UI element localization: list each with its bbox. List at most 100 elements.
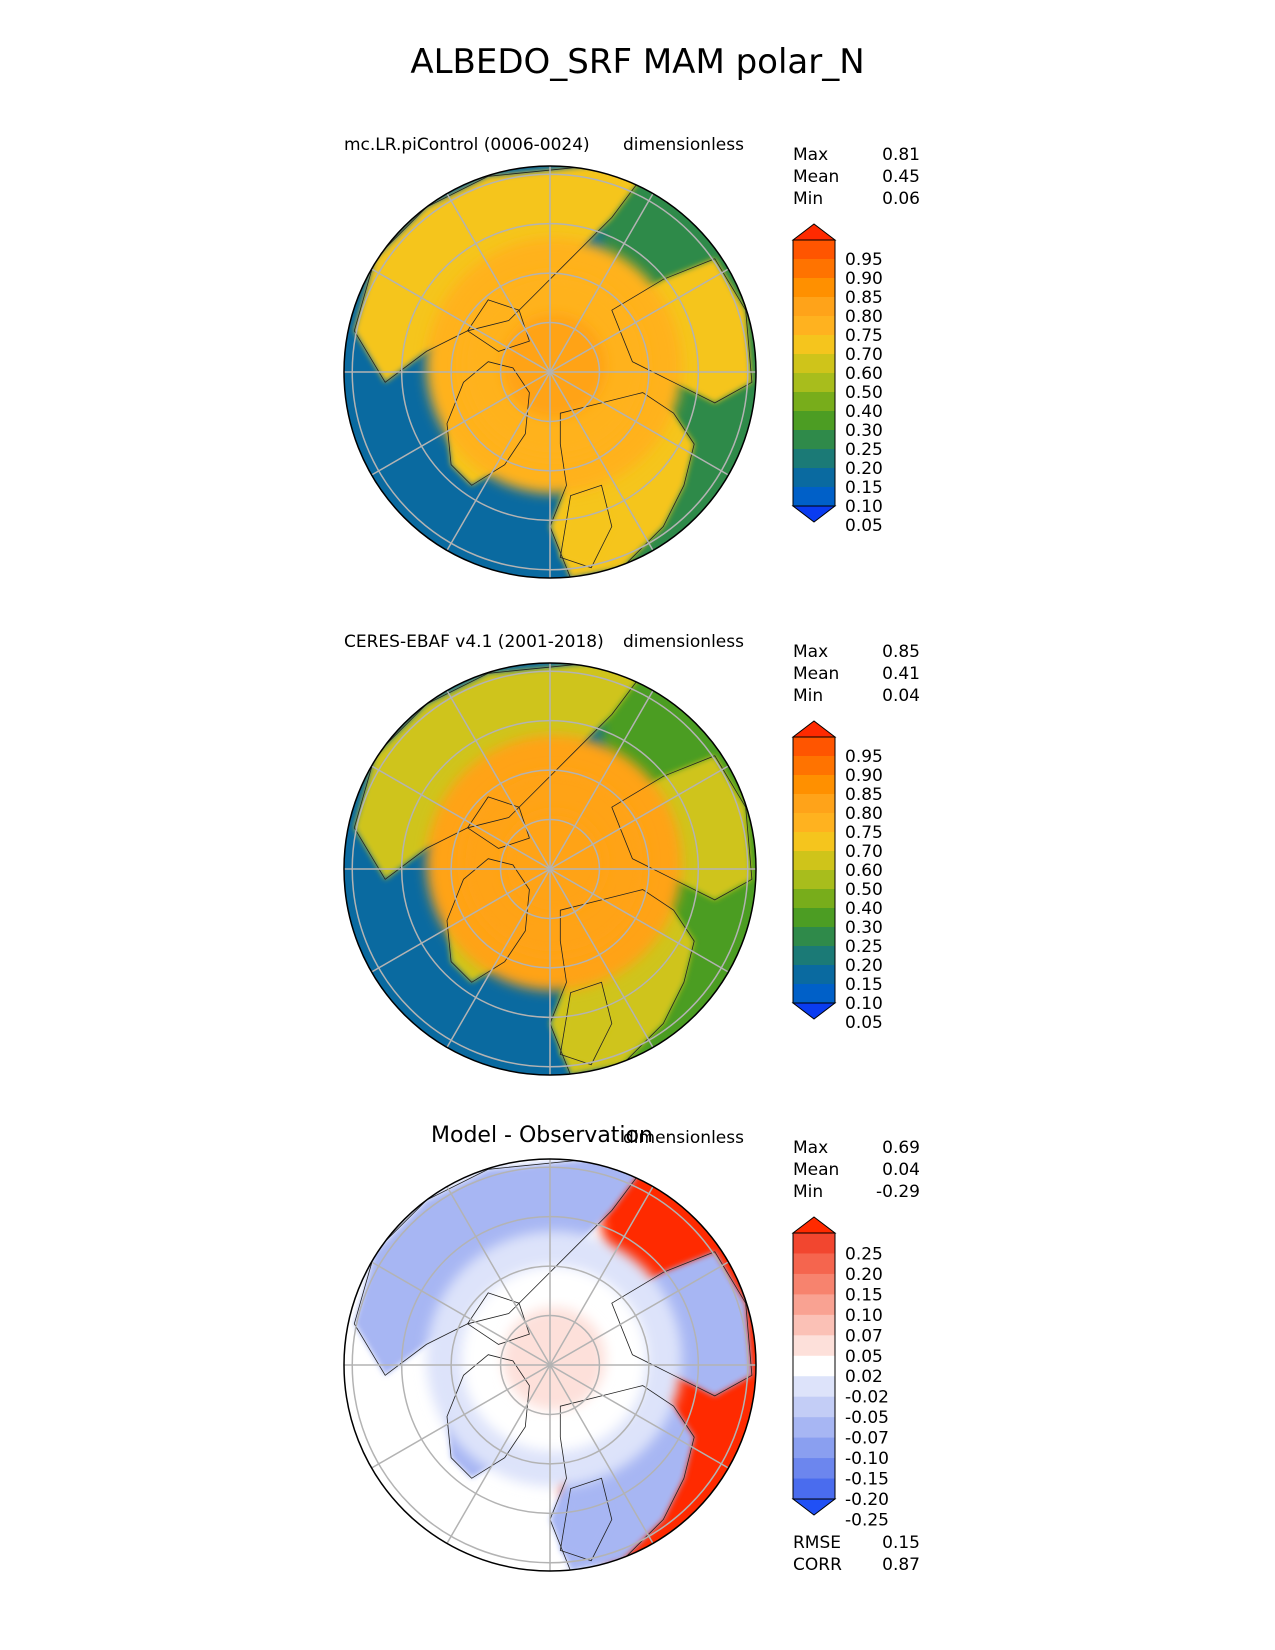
coastline-4 <box>559 981 613 1066</box>
colorbar-tick-label: 0.75 <box>845 823 883 843</box>
colorbar-segment <box>793 449 835 469</box>
map-border <box>343 1158 757 1572</box>
meridian-gridline <box>446 690 654 1048</box>
colorbar-tick-label: 0.30 <box>845 918 883 938</box>
panel-1-title-right: dimensionless <box>623 135 744 155</box>
panel-3-mean-value: 0.04 <box>882 1160 920 1180</box>
panel-2-title-left: CERES-EBAF v4.1 (2001-2018) <box>344 632 604 652</box>
colorbar-tick-label: 0.05 <box>845 1347 883 1367</box>
colorbar-segment <box>793 832 835 852</box>
panel-3-rmse-label: RMSE <box>793 1533 842 1553</box>
panel-3-rmse-value: 0.15 <box>882 1533 920 1553</box>
colorbar-segment <box>793 794 835 814</box>
colorbar-segment <box>793 1233 835 1254</box>
colorbar-segment <box>793 297 835 317</box>
panel-2-max-label: Max <box>793 642 829 662</box>
colorbar-segment <box>793 1294 835 1316</box>
map-border <box>343 165 757 579</box>
colorbar-segment <box>793 756 835 776</box>
colorbar-tick-label: 0.07 <box>845 1326 883 1346</box>
colorbar-tick-label: -0.10 <box>845 1449 889 1469</box>
colorbar-tick-label: 0.05 <box>845 516 883 536</box>
colorbar-tick-label: -0.07 <box>845 1429 889 1449</box>
panel-3-title-left: Model - Observation <box>431 1123 653 1148</box>
panel-1-map <box>344 166 756 578</box>
coastline-0 <box>446 361 530 486</box>
colorbar-tick-label: 0.90 <box>845 766 883 786</box>
colorbar-tick-label: 0.20 <box>845 956 883 976</box>
colorbar-extend-min <box>791 1002 837 1020</box>
colorbar-outline <box>792 736 836 1004</box>
colorbar-outline <box>792 1232 836 1500</box>
colorbar-segment <box>793 411 835 431</box>
colorbar-tick-label: 0.80 <box>845 307 883 327</box>
colorbar-tick-label: -0.20 <box>845 1490 889 1510</box>
coastline-5 <box>611 1251 753 1397</box>
panel-1-max-value: 0.81 <box>882 145 920 165</box>
meridian-gridline <box>446 1186 654 1544</box>
colorbar-tick-label: 0.20 <box>845 1265 883 1285</box>
colorbar-segment <box>793 240 835 260</box>
colorbar-tick-label: 0.85 <box>845 785 883 805</box>
panel-1-colorbar: 0.950.900.850.800.750.700.600.500.400.30… <box>791 223 883 536</box>
colorbar-segment <box>793 430 835 450</box>
colorbar-tick-label: 0.05 <box>845 1013 883 1033</box>
colorbar-segment <box>793 1396 835 1418</box>
colorbar-segment <box>793 259 835 279</box>
colorbar-tick-label: 0.40 <box>845 899 883 919</box>
colorbar-tick-label: 0.75 <box>845 326 883 346</box>
colorbar-tick-label: 0.15 <box>845 1285 883 1305</box>
map-border <box>343 662 757 1076</box>
colorbar-tick-label: -0.15 <box>845 1470 889 1490</box>
colorbar-tick-label: 0.50 <box>845 880 883 900</box>
colorbar-tick-label: 0.25 <box>845 1244 883 1264</box>
colorbar-tick-label: 0.30 <box>845 421 883 441</box>
colorbar-segment <box>793 1253 835 1275</box>
panel-1-min-label: Min <box>793 189 824 209</box>
colorbar-segment <box>793 1478 835 1500</box>
colorbar-tick-label: 0.02 <box>845 1367 883 1387</box>
panel-3-min-label: Min <box>793 1182 824 1202</box>
coastline-4 <box>559 484 613 569</box>
colorbar-extend-max <box>791 1216 837 1234</box>
panel-3-corr-value: 0.87 <box>882 1555 920 1575</box>
colorbar-tick-label: 0.90 <box>845 269 883 289</box>
colorbar-tick-label: 0.10 <box>845 994 883 1014</box>
colorbar-tick-label: 0.40 <box>845 402 883 422</box>
panel-3-colorbar: 0.250.200.150.100.070.050.02-0.02-0.05-0… <box>791 1216 889 1530</box>
colorbar-tick-label: 0.70 <box>845 345 883 365</box>
panel-2-map <box>344 663 756 1075</box>
colorbar-segment <box>793 984 835 1004</box>
coastline-1 <box>549 392 695 578</box>
colorbar-extend-min <box>791 505 837 523</box>
panel-2-min-value: 0.04 <box>882 686 920 706</box>
panel-2-mean-value: 0.41 <box>882 664 920 684</box>
colorbar-tick-label: 0.95 <box>845 250 883 270</box>
land-field-4 <box>560 1478 612 1561</box>
colorbar-segment <box>793 908 835 928</box>
colorbar-segment <box>793 392 835 412</box>
panel-2-colorbar: 0.950.900.850.800.750.700.600.500.400.30… <box>791 720 883 1033</box>
colorbar-segment <box>793 335 835 355</box>
panel-2-max-value: 0.85 <box>882 642 920 662</box>
colorbar-extend-max <box>791 720 837 738</box>
panel-1-mean-value: 0.45 <box>882 167 920 187</box>
panel-3-map <box>344 1159 756 1571</box>
colorbar-outline <box>792 239 836 507</box>
colorbar-tick-label: 0.10 <box>845 497 883 517</box>
colorbar-tick-label: 0.20 <box>845 459 883 479</box>
colorbar-tick-label: 0.10 <box>845 1306 883 1326</box>
colorbar-tick-label: 0.95 <box>845 747 883 767</box>
colorbar-segment <box>793 1355 835 1377</box>
panel-3-min-value: -0.29 <box>876 1182 920 1202</box>
colorbar-segment <box>793 1437 835 1459</box>
colorbar-tick-label: -0.02 <box>845 1388 889 1408</box>
coastline-1 <box>549 889 695 1075</box>
panel-1-max-label: Max <box>793 145 829 165</box>
colorbar-tick-label: 0.25 <box>845 937 883 957</box>
coastline-4 <box>559 1477 613 1562</box>
colorbar-tick-label: 0.25 <box>845 440 883 460</box>
figure-title: ALBEDO_SRF MAM polar_N <box>410 42 865 82</box>
colorbar-segment <box>793 316 835 336</box>
